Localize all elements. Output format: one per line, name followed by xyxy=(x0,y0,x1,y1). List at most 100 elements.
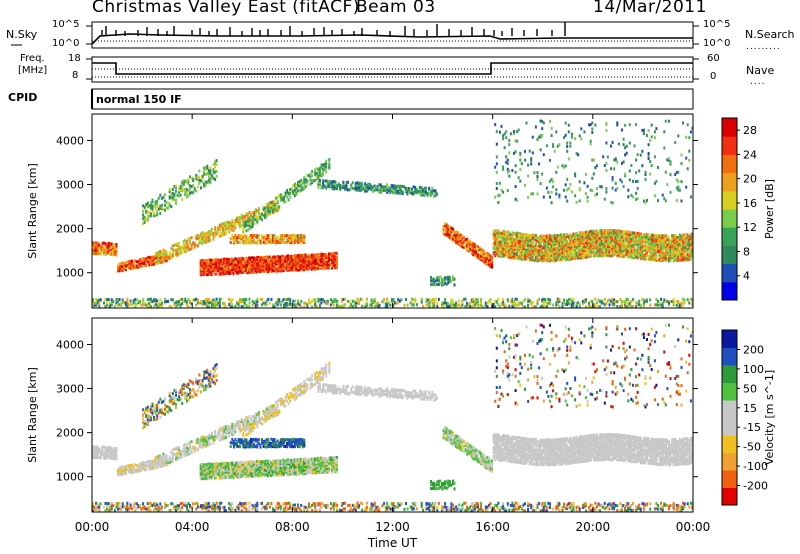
range-gate-cell xyxy=(231,261,233,265)
range-gate-cell xyxy=(204,298,207,302)
range-gate-cell xyxy=(129,259,132,263)
range-gate-cell xyxy=(606,252,609,255)
range-gate-cell xyxy=(171,248,174,251)
range-gate-cell xyxy=(671,254,674,258)
range-gate-cell xyxy=(519,167,522,171)
range-gate-cell xyxy=(613,252,616,256)
range-gate-cell xyxy=(556,297,559,301)
range-gate-cell xyxy=(628,123,631,127)
range-gate-cell xyxy=(297,181,299,184)
range-gate-cell xyxy=(664,254,667,257)
range-gate-cell xyxy=(418,189,421,193)
range-gate-cell xyxy=(550,190,553,194)
range-gate-cell xyxy=(689,247,692,251)
range-gate-cell xyxy=(578,199,581,203)
range-gate-cell xyxy=(281,254,284,258)
range-gate-cell xyxy=(577,242,580,246)
range-gate-cell xyxy=(268,266,271,270)
range-gate-cell xyxy=(578,233,581,237)
range-gate-cell xyxy=(96,241,99,245)
range-gate-cell xyxy=(553,241,556,245)
range-gate-cell xyxy=(218,267,221,271)
range-gate-cell xyxy=(441,304,443,308)
range-gate-cell xyxy=(600,248,603,252)
range-gate-cell xyxy=(531,253,534,257)
range-gate-cell xyxy=(317,176,320,180)
range-gate-cell xyxy=(367,182,370,186)
range-gate-cell xyxy=(544,298,547,302)
range-gate-cell xyxy=(248,241,251,245)
range-gate-cell xyxy=(209,267,212,271)
range-gate-cell xyxy=(517,231,520,235)
range-gate-cell xyxy=(185,240,188,244)
range-gate-cell xyxy=(649,244,652,248)
range-gate-cell xyxy=(688,258,691,261)
range-gate-cell xyxy=(176,249,179,253)
range-gate-cell xyxy=(561,235,564,239)
range-gate-cell xyxy=(184,248,187,252)
range-gate-cell xyxy=(608,237,611,241)
range-gate-cell xyxy=(653,258,656,262)
range-gate-cell xyxy=(596,248,598,252)
range-gate-cell xyxy=(647,129,650,132)
range-gate-cell xyxy=(273,234,276,237)
range-gate-cell xyxy=(400,298,403,302)
range-gate-cell xyxy=(688,251,691,254)
range-gate-cell xyxy=(506,246,509,250)
range-gate-cell xyxy=(160,254,163,258)
range-gate-cell xyxy=(318,303,321,307)
range-gate-cell xyxy=(272,234,274,238)
range-gate-cell xyxy=(203,300,206,304)
range-gate-cell xyxy=(134,259,137,263)
range-gate-cell xyxy=(178,191,181,195)
range-gate-cell xyxy=(284,200,287,204)
range-gate-cell xyxy=(140,257,143,261)
range-gate-cell xyxy=(251,223,254,227)
range-gate-cell xyxy=(450,237,453,241)
range-gate-cell xyxy=(600,229,603,232)
range-gate-cell xyxy=(498,249,501,253)
range-gate-cell xyxy=(549,242,551,245)
range-gate-cell xyxy=(657,246,659,250)
range-gate-cell xyxy=(267,266,269,270)
range-gate-cell xyxy=(514,303,517,307)
range-gate-cell xyxy=(95,297,98,301)
range-gate-cell xyxy=(171,244,174,248)
range-gate-cell xyxy=(104,298,107,301)
range-gate-cell xyxy=(550,241,553,245)
range-gate-cell xyxy=(309,254,312,258)
range-gate-cell xyxy=(472,244,475,248)
range-gate-cell xyxy=(536,177,539,181)
range-gate-cell xyxy=(658,241,661,245)
range-gate-cell xyxy=(505,155,508,159)
range-gate-cell xyxy=(492,305,495,309)
range-gate-cell xyxy=(232,221,235,225)
range-gate-cell xyxy=(226,226,229,229)
range-gate-cell xyxy=(624,233,627,237)
range-gate-cell xyxy=(253,234,256,238)
range-gate-cell xyxy=(142,204,145,208)
range-gate-cell xyxy=(276,201,279,205)
range-gate-cell xyxy=(452,303,454,307)
range-gate-cell xyxy=(206,166,209,170)
range-gate-cell xyxy=(370,303,373,307)
range-gate-cell xyxy=(334,187,337,191)
range-gate-cell xyxy=(621,237,623,241)
range-gate-cell xyxy=(109,242,112,246)
range-gate-cell xyxy=(235,267,238,271)
range-gate-cell xyxy=(340,299,343,303)
range-gate-cell xyxy=(642,236,645,240)
range-gate-cell xyxy=(106,252,109,256)
range-gate-cell xyxy=(232,237,235,241)
range-gate-cell xyxy=(256,303,259,307)
range-gate-cell xyxy=(602,254,605,258)
range-gate-cell xyxy=(628,141,631,145)
range-gate-cell xyxy=(400,184,403,188)
range-gate-cell xyxy=(324,253,327,256)
range-gate-cell xyxy=(597,254,600,258)
range-gate-cell xyxy=(502,254,505,258)
range-gate-cell xyxy=(534,248,537,252)
range-gate-cell xyxy=(624,244,627,248)
range-gate-cell xyxy=(187,305,190,309)
range-gate-cell xyxy=(323,166,326,170)
